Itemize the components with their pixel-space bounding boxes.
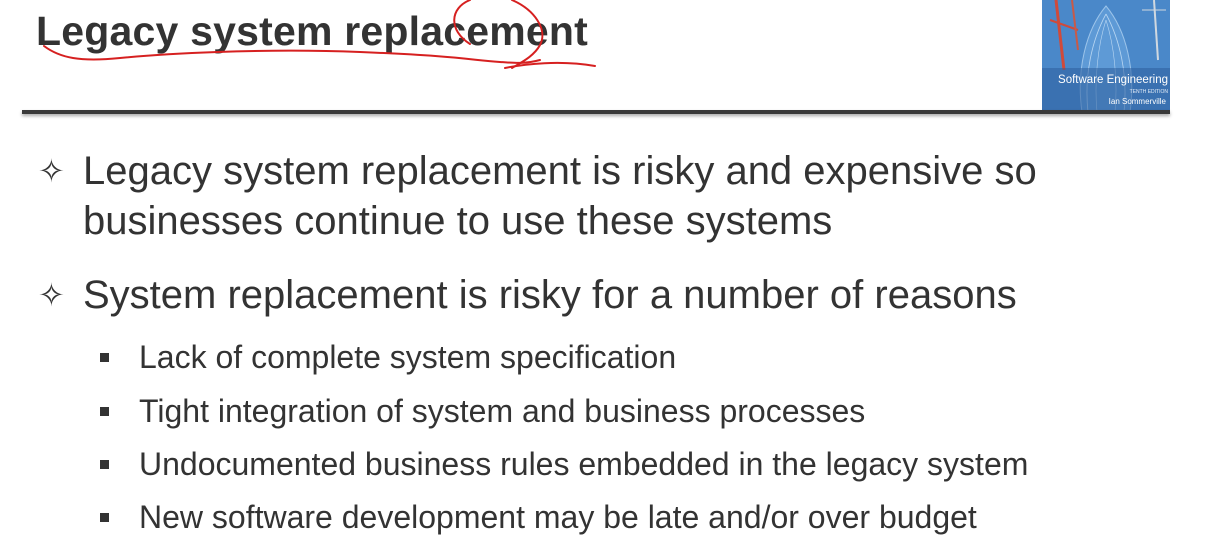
cover-edition: TENTH EDITION bbox=[1129, 89, 1168, 95]
sub-bullet-text: Lack of complete system specification bbox=[139, 339, 677, 375]
bullet-text: Legacy system replacement is risky and e… bbox=[83, 149, 1037, 243]
book-cover-image: Software Engineering TENTH EDITION Ian S… bbox=[1042, 0, 1170, 112]
slide-title: Legacy system replacement bbox=[36, 8, 588, 54]
underline-stroke-2 bbox=[504, 61, 596, 69]
cover-author: Ian Sommerville bbox=[1108, 97, 1166, 106]
sub-bullet-item: Undocumented business rules embedded in … bbox=[100, 444, 1180, 484]
square-bullet-icon bbox=[100, 460, 109, 469]
sub-bullet-item: Tight integration of system and business… bbox=[100, 391, 1180, 431]
sub-bullet-text: Tight integration of system and business… bbox=[139, 393, 866, 429]
sub-bullet-text: New software development may be late and… bbox=[139, 499, 977, 535]
square-bullet-icon bbox=[100, 353, 109, 362]
square-bullet-icon bbox=[100, 513, 109, 522]
bullet-text: System replacement is risky for a number… bbox=[83, 273, 1017, 317]
four-point-star-icon: ✧ bbox=[38, 276, 65, 314]
sub-bullet-item: New software development may be late and… bbox=[100, 497, 1180, 537]
four-point-star-icon: ✧ bbox=[38, 152, 65, 190]
bullet-item: ✧ System replacement is risky for a numb… bbox=[38, 270, 1158, 320]
bullet-item: ✧ Legacy system replacement is risky and… bbox=[38, 146, 1158, 246]
title-divider bbox=[22, 110, 1170, 114]
building-illustration bbox=[1042, 0, 1170, 112]
square-bullet-icon bbox=[100, 407, 109, 416]
cover-title: Software Engineering bbox=[1058, 74, 1168, 86]
sub-bullet-item: Lack of complete system specification bbox=[100, 337, 1180, 377]
sub-bullet-text: Undocumented business rules embedded in … bbox=[139, 446, 1029, 482]
